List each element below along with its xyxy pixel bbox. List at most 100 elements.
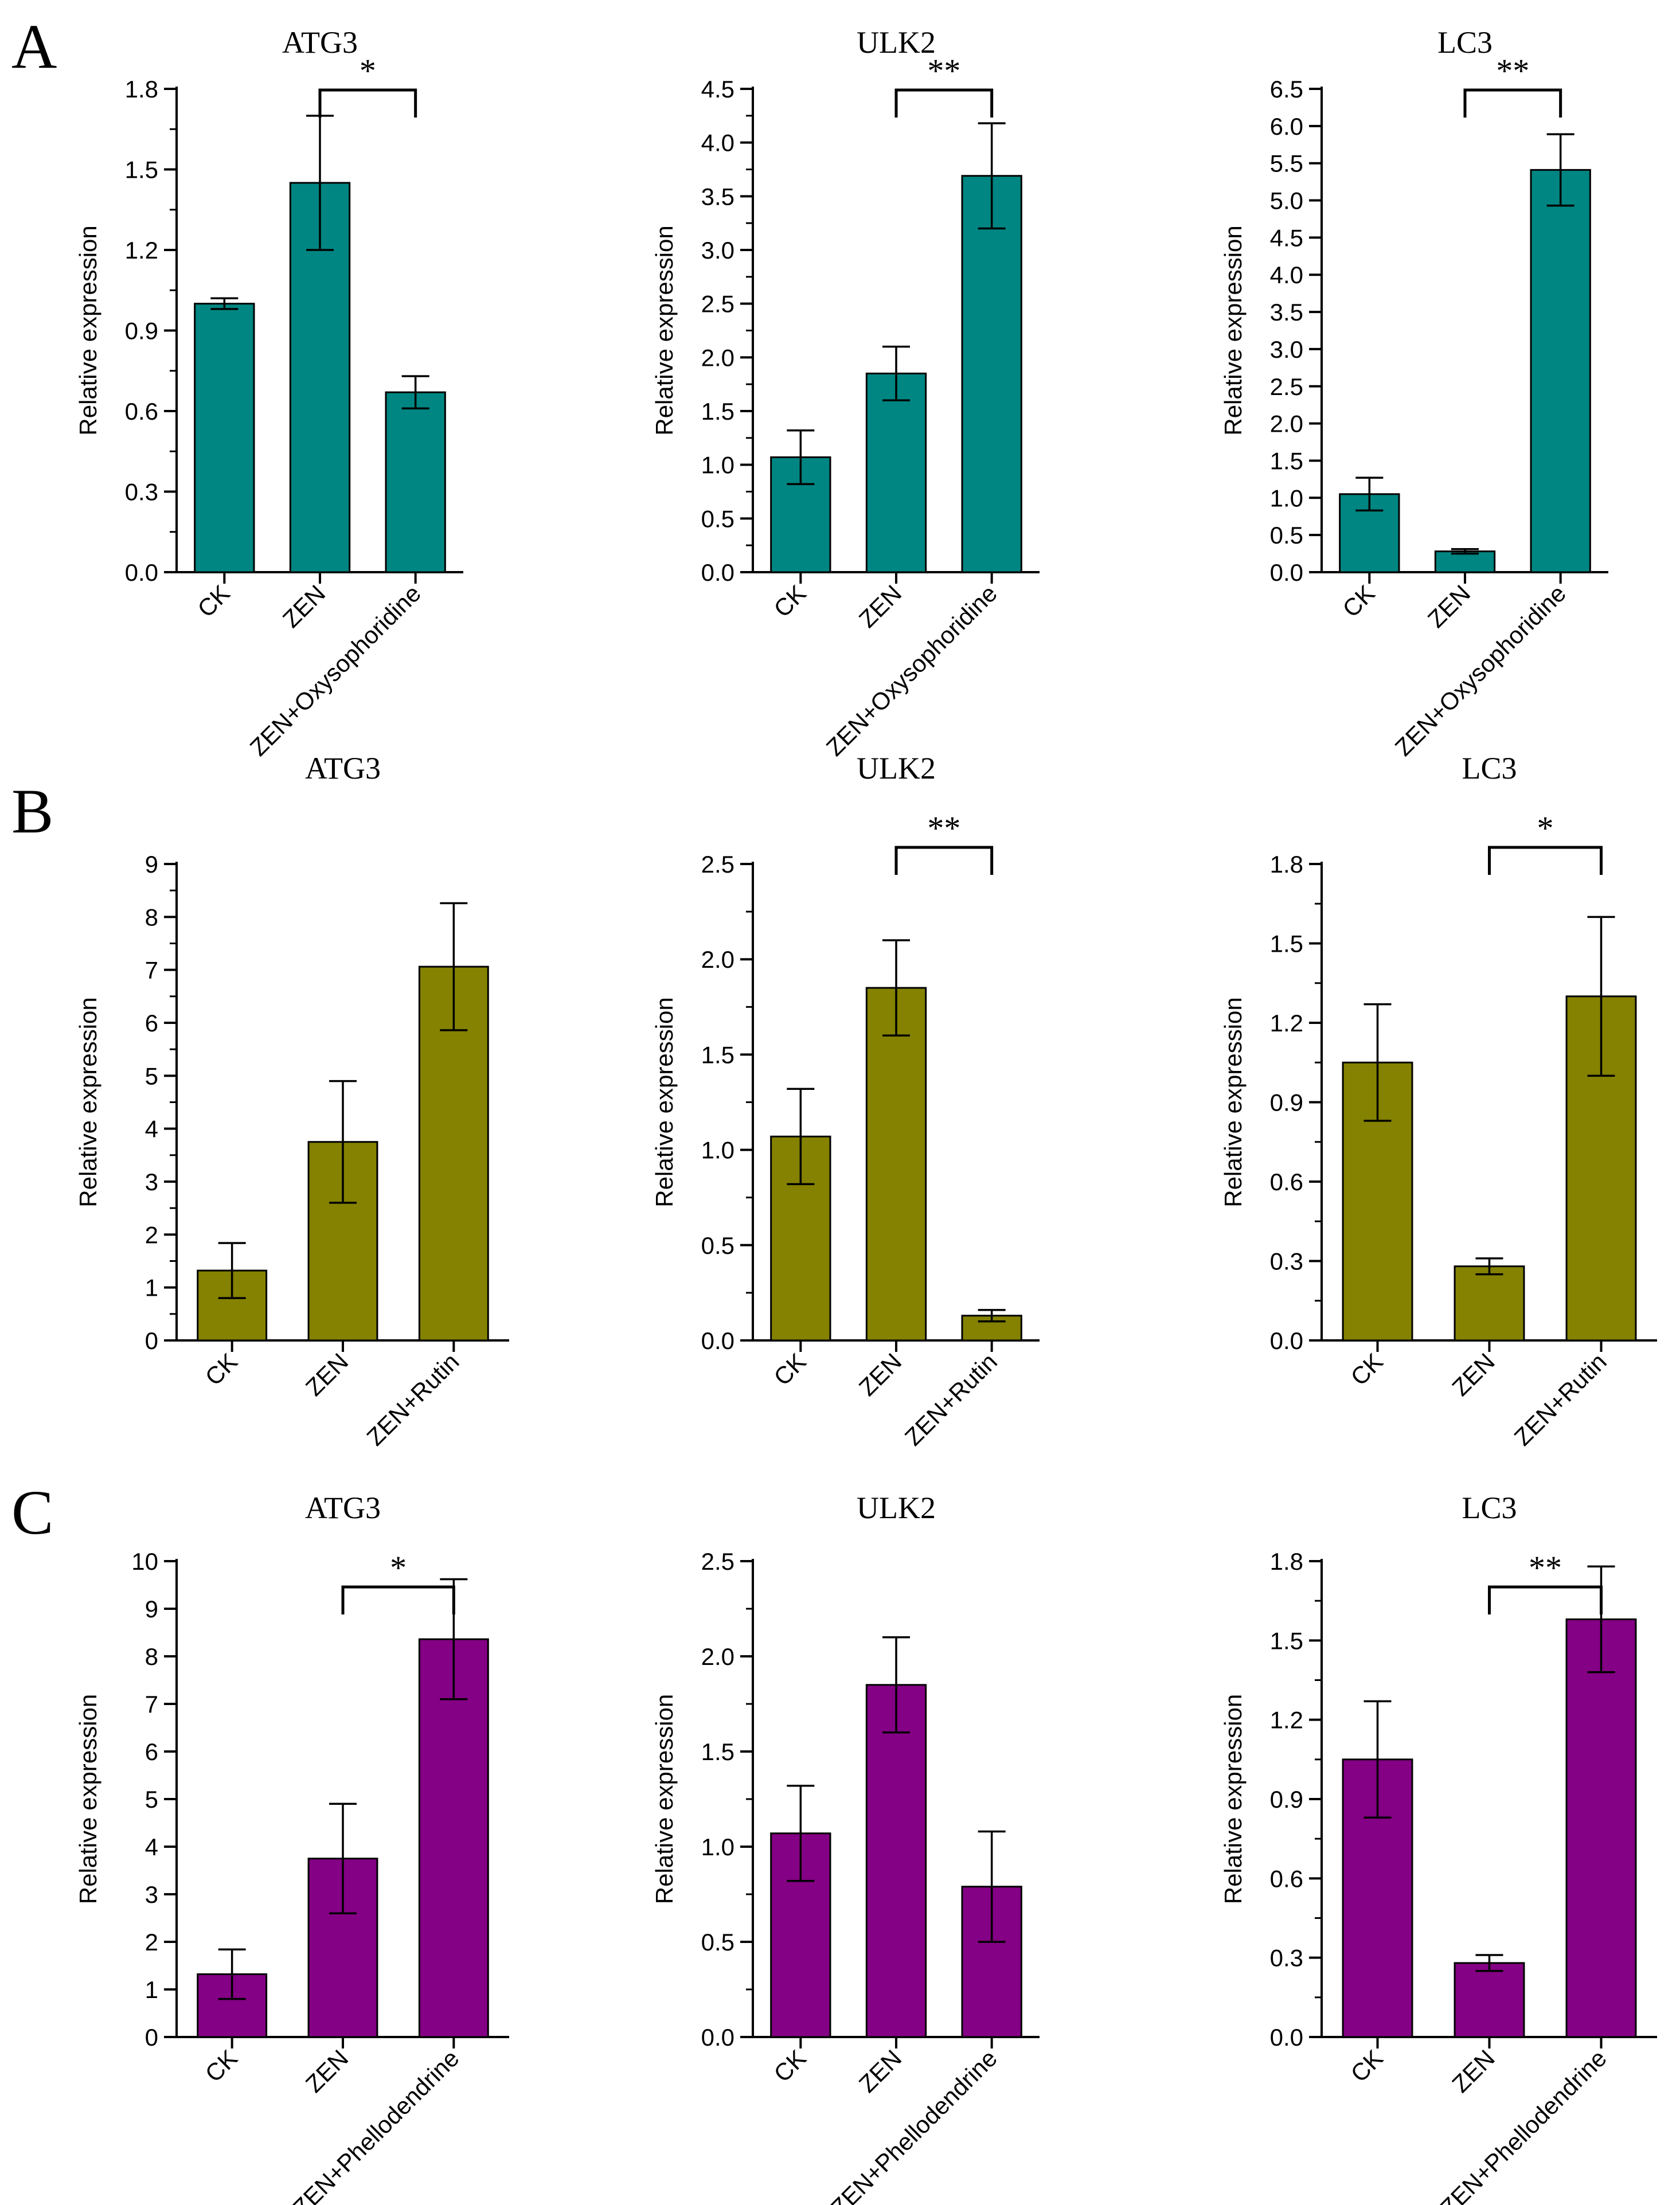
y-tick-label: 0.9 — [125, 318, 158, 345]
y-axis-label: Relative expression — [75, 997, 101, 1207]
y-tick-label: 0.9 — [1270, 1089, 1303, 1116]
y-tick-label: 5 — [145, 1786, 158, 1813]
significance-bracket — [1488, 1585, 1603, 1614]
significance-label: ** — [927, 52, 960, 89]
y-tick-label: 0.0 — [701, 1327, 734, 1354]
y-tick-label: 3.0 — [701, 237, 734, 264]
chart-a-atg3: ATG3 0.0 0.3 0.6 0.9 1.2 1.5 1.8 Relative expres… — [75, 25, 463, 761]
y-tick-label: 0.9 — [1270, 1786, 1303, 1813]
y-tick-label: 0.0 — [1270, 1327, 1303, 1354]
chart-title: ATG3 — [305, 1491, 381, 1525]
y-tick-label: 0.6 — [125, 398, 158, 425]
y-tick-label: 9 — [145, 851, 158, 878]
y-tick-label: 2 — [145, 1221, 158, 1248]
y-tick-label: 2.5 — [1270, 373, 1303, 400]
bar-zen-oxysophoridine — [385, 391, 446, 573]
y-tick-label: 3 — [145, 1881, 158, 1908]
x-tick-label: ZEN+Rutin — [900, 1348, 1002, 1451]
x-tick-label: ZEN — [1447, 1348, 1500, 1401]
significance-bracket — [1463, 88, 1562, 118]
y-tick-label: 4 — [145, 1833, 158, 1860]
y-tick-label: 1.2 — [1270, 1010, 1303, 1037]
y-axis-label: Relative expression — [1220, 225, 1247, 436]
significance-label: ** — [1496, 52, 1529, 89]
y-tick-label: 1.5 — [701, 1041, 734, 1068]
chart-c-ulk2: ULK2 0.0 0.5 1.0 1.5 2.0 2.5 Relative expressio… — [651, 1491, 1040, 2205]
y-tick-label: 0.3 — [1270, 1248, 1303, 1275]
y-tick-label: 2.0 — [1270, 410, 1303, 437]
y-tick-label: 1.8 — [1270, 851, 1303, 878]
chart-title: ATG3 — [305, 751, 381, 785]
x-tick-label: ZEN — [854, 580, 907, 633]
significance-label: * — [390, 1549, 407, 1586]
y-tick-label: 9 — [145, 1596, 158, 1623]
bar-zen-oxysophoridine — [1530, 169, 1591, 573]
y-tick-label: 1 — [145, 1976, 158, 2003]
y-tick-label: 7 — [145, 1691, 158, 1718]
y-tick-label: 5.5 — [1270, 150, 1303, 177]
panel-label-c: C — [11, 1477, 53, 1547]
y-tick-label: 1.5 — [1270, 1627, 1303, 1654]
y-tick-label: 5.0 — [1270, 187, 1303, 214]
chart-title: LC3 — [1437, 25, 1493, 60]
x-tick-label: CK — [1337, 580, 1380, 623]
x-tick-label: CK — [1345, 1348, 1388, 1391]
bar-zen — [865, 1684, 927, 2038]
y-axis-label: Relative expression — [651, 1694, 678, 1905]
y-tick-label: 8 — [145, 1643, 158, 1670]
chart-title: LC3 — [1462, 1491, 1517, 1525]
bar-zen — [1454, 1265, 1525, 1342]
bar-zen-phellodendrine — [418, 1638, 489, 2038]
y-tick-label: 4.0 — [1270, 261, 1303, 288]
y-tick-label: 1.8 — [125, 76, 158, 103]
chart-c-lc3: LC3 0.0 0.3 0.6 0.9 1.2 1.5 1.8 Relative express… — [1220, 1491, 1657, 2205]
bar-zen — [865, 372, 927, 573]
y-tick-label: 0 — [145, 1327, 158, 1354]
bar-zen-phellodendrine — [1565, 1618, 1637, 2038]
y-tick-label: 3 — [145, 1168, 158, 1195]
y-tick-label: 0.3 — [125, 479, 158, 506]
y-tick-label: 0.5 — [1270, 522, 1303, 549]
y-tick-label: 2.0 — [701, 344, 734, 371]
y-axis-label: Relative expression — [651, 997, 678, 1207]
bar-zen — [1434, 550, 1496, 573]
significance-label: ** — [1529, 1549, 1562, 1586]
x-tick-label: ZEN+Rutin — [361, 1348, 464, 1451]
y-axis-label: Relative expression — [1220, 1694, 1247, 1905]
x-tick-label: ZEN — [300, 1348, 354, 1401]
bar-ck — [194, 303, 255, 573]
significance-label: * — [1537, 810, 1554, 847]
significance-bracket — [318, 88, 417, 118]
x-tick-label: CK — [200, 2044, 243, 2087]
y-tick-label: 6.0 — [1270, 113, 1303, 140]
y-tick-label: 1.5 — [701, 1738, 734, 1765]
y-tick-label: 0.6 — [1270, 1865, 1303, 1892]
y-tick-label: 1.5 — [1270, 931, 1303, 957]
y-tick-label: 0 — [145, 2024, 158, 2051]
y-tick-label: 4.0 — [701, 130, 734, 157]
y-axis-label: Relative expression — [1220, 997, 1247, 1207]
y-tick-label: 0.0 — [1270, 2024, 1303, 2051]
y-tick-label: 2.5 — [701, 851, 734, 878]
x-tick-label: ZEN+Phellodendrine — [826, 2044, 1002, 2205]
significance-bracket — [1488, 846, 1603, 875]
y-tick-label: 0.3 — [1270, 1945, 1303, 1972]
x-tick-label: ZEN+Rutin — [1509, 1348, 1612, 1451]
y-tick-label: 2.5 — [701, 291, 734, 318]
x-tick-label: ZEN — [1423, 580, 1476, 633]
y-tick-label: 0.5 — [701, 505, 734, 532]
bar-zen-oxysophoridine — [961, 175, 1022, 573]
y-tick-label: 1.8 — [1270, 1548, 1303, 1575]
panel-label-b: B — [11, 776, 53, 846]
x-tick-label: ZEN — [1447, 2044, 1500, 2098]
chart-b-lc3: LC3 0.0 0.3 0.6 0.9 1.2 1.5 1.8 Relative express… — [1220, 751, 1657, 1451]
y-tick-label: 0.0 — [701, 2024, 734, 2051]
y-tick-label: 1.5 — [701, 398, 734, 425]
y-axis-label: Relative expression — [75, 225, 101, 436]
chart-b-atg3: ATG3 0 1 2 3 4 5 6 7 8 9 Relative expression CK ZEN ZE… — [75, 751, 509, 1451]
y-tick-label: 1 — [145, 1274, 158, 1301]
bar-zen — [1454, 1962, 1525, 2038]
y-tick-label: 5 — [145, 1062, 158, 1089]
y-tick-label: 4 — [145, 1116, 158, 1143]
significance-bracket — [894, 88, 994, 118]
